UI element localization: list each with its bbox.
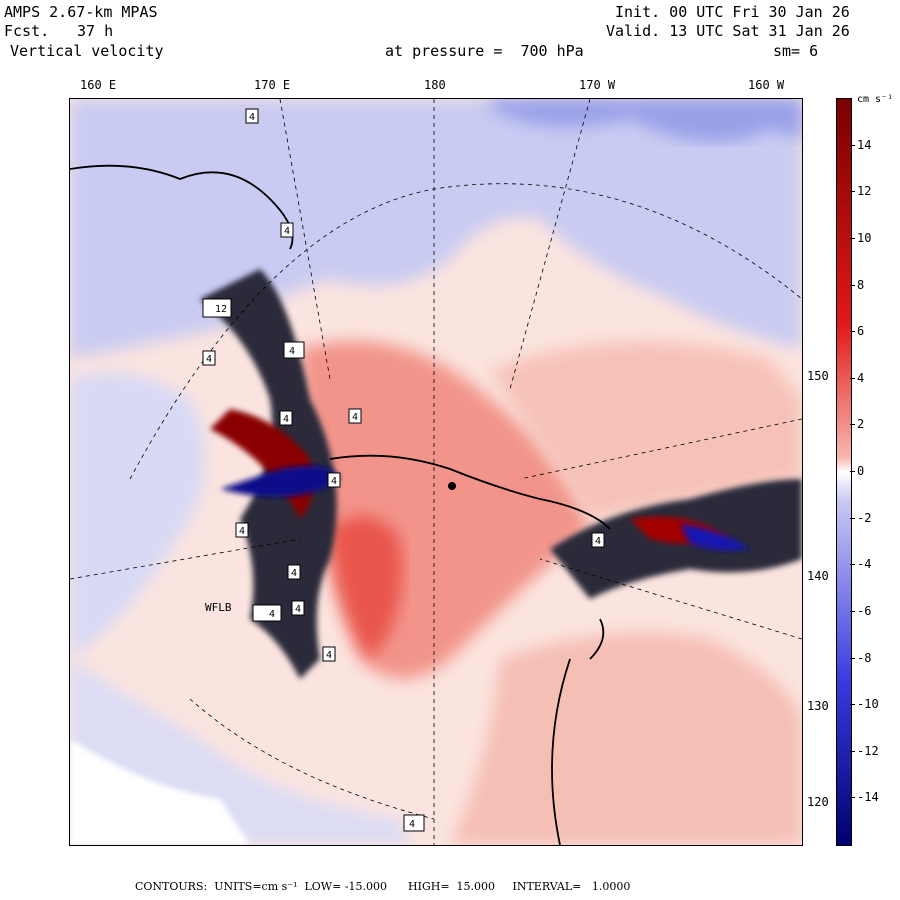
- contour-label-group: 4 4 12 4 4 4 4 4 4 4 4 4 4 4: [202, 108, 605, 832]
- contour-label: 4: [269, 609, 275, 620]
- contour-label: 4: [331, 476, 337, 487]
- colorbar-tick-mark: [850, 331, 855, 333]
- pressure-level: at pressure = 700 hPa: [385, 42, 584, 60]
- north-strong-sinking-patch: [490, 99, 802, 142]
- contour-label: 4: [291, 568, 297, 579]
- lon-label-180: 180: [424, 78, 446, 92]
- colorbar-tick-mark: [850, 704, 855, 706]
- colorbar-tick-mark: [850, 471, 855, 472]
- lat-label-150w: 150 W: [806, 369, 845, 383]
- forecast-hours: 37 h: [77, 22, 114, 40]
- colorbar-tick-mark: [850, 517, 855, 519]
- contour-label: 4: [283, 414, 289, 425]
- colorbar-tick-label: -12: [857, 743, 879, 758]
- colorbar-tick-mark: [850, 144, 855, 146]
- colorbar-tick-label: 6: [857, 324, 865, 339]
- contour-label: 4: [206, 354, 212, 365]
- colorbar-tick-label: 2: [857, 417, 865, 432]
- station-marker: [448, 482, 456, 490]
- colorbar-tick-mark: [850, 424, 855, 426]
- colorbar-tick-label: -6: [857, 603, 872, 618]
- colorbar-tick-mark: [850, 564, 855, 566]
- valid-time: Valid. 13 UTC Sat 31 Jan 26: [606, 22, 850, 40]
- colorbar-tick-mark: [850, 377, 855, 379]
- east-rising-region: [490, 341, 802, 519]
- model-title: AMPS 2.67-km MPAS: [4, 3, 158, 21]
- colorbar-tick-label: -10: [857, 697, 879, 712]
- colorbar-tick-label: -14: [857, 790, 879, 805]
- colorbar-tick-mark: [850, 284, 855, 286]
- colorbar-tick-mark: [850, 191, 855, 193]
- contour-label: 4: [409, 819, 415, 830]
- forecast-label: Fcst.: [4, 22, 50, 40]
- lat-label-140w: 140 W: [806, 569, 845, 583]
- contour-label: 4: [289, 346, 295, 357]
- init-time: Init. 00 UTC Fri 30 Jan 26: [615, 3, 850, 21]
- west-sinking-region: [70, 372, 205, 659]
- smoothing-level: sm= 6: [773, 42, 819, 60]
- colorbar-tick-label: 10: [857, 230, 872, 245]
- east-strong-sinking-cell: [680, 524, 750, 551]
- colorbar-tick-label: 12: [857, 184, 872, 199]
- colorbar-tick-label: 4: [857, 370, 865, 385]
- colorbar-units: cm s⁻¹: [857, 94, 894, 105]
- colorbar: [836, 98, 852, 846]
- contour-label: 12: [215, 304, 227, 315]
- colorbar-tick-mark: [850, 610, 855, 612]
- colorbar-tick-label: -4: [857, 557, 872, 572]
- colorbar-tick-mark: [850, 657, 855, 659]
- field-name: Vertical velocity: [10, 42, 164, 60]
- colorbar-tick-label: 14: [857, 137, 872, 152]
- southwest-blank-region: [70, 739, 250, 845]
- colorbar-tick-label: -8: [857, 650, 872, 665]
- lon-label-160w: 160 W: [748, 78, 785, 92]
- lat-label-120w: 120 W: [806, 795, 845, 809]
- contour-label: 4: [352, 412, 358, 423]
- contour-label: 4: [249, 112, 255, 123]
- colorbar-tick-label: -2: [857, 510, 872, 525]
- contour-info-footer: CONTOURS: UNITS=cm s⁻¹ LOW= -15.000 HIGH…: [135, 880, 631, 893]
- colorbar-tick-label: 0: [857, 464, 865, 478]
- colorbar-tick-mark: [850, 237, 855, 239]
- contour-label: 4: [326, 650, 332, 661]
- station-label-wflb: WFLB: [205, 601, 232, 614]
- central-strong-rising-patch: [330, 516, 402, 659]
- southeast-rising-region: [450, 632, 802, 845]
- mountain-strong-sinking-cell: [220, 465, 340, 497]
- lon-label-160e: 160 E: [80, 78, 117, 92]
- lat-label-130w: 130 W: [806, 699, 845, 713]
- colorbar-tick-mark: [850, 797, 855, 799]
- lon-label-170w: 170 W: [579, 78, 616, 92]
- coastline: [70, 164, 611, 845]
- colorbar-tick-label: 8: [857, 277, 865, 292]
- contour-label: 4: [295, 604, 301, 615]
- vertical-velocity-map: 4 4 12 4 4 4 4 4 4 4 4 4 4 4: [70, 99, 802, 845]
- contour-label: 4: [239, 526, 245, 537]
- graticule: [70, 99, 802, 845]
- contour-label: 4: [284, 226, 290, 237]
- map-panel: 4 4 12 4 4 4 4 4 4 4 4 4 4 4: [69, 98, 803, 846]
- lon-label-170e: 170 E: [254, 78, 291, 92]
- contour-label: 4: [595, 536, 601, 547]
- colorbar-tick-mark: [850, 750, 855, 752]
